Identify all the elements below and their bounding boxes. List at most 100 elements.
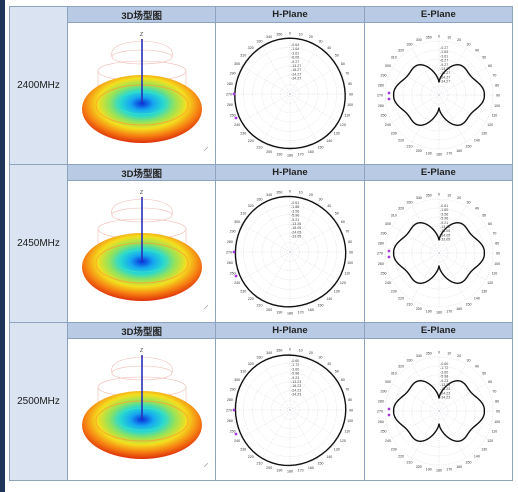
angle-label: 20 [457,354,461,358]
angle-label: 0 [438,351,440,355]
angle-label: 260 [227,261,233,265]
angle-label: 70 [346,230,350,234]
db-ring-label: -18.05 [440,229,450,233]
angle-label: 20 [309,193,313,197]
db-ring-label: -24.23 [440,391,450,395]
radiation-lobe [82,233,202,301]
polar-grid [384,40,493,150]
angle-label: 300 [385,222,391,226]
angle-label: 240 [234,123,240,127]
angle-label: 310 [241,53,247,57]
db-ring-label: -1.72 [291,363,299,367]
angle-label: 210 [406,461,412,465]
angle-label: 200 [266,466,272,470]
cell-e-plane: 0 10 20 30 40 50 60 70 80 90 100 110 120 130 140 150 160… [363,180,514,323]
header-e-plane: E-Plane [363,6,514,23]
marker-dot [387,249,391,253]
z-axis-label: Z [140,32,143,38]
cell-3d-pattern: Z [66,22,217,165]
angle-label: 320 [398,206,404,210]
db-ring-label: -0.61 [291,201,299,205]
angle-label: 220 [398,455,404,459]
angle-label: 180 [287,470,293,474]
angle-label: 290 [230,230,236,234]
angle-label: 60 [488,222,492,226]
angle-label: 350 [277,190,283,194]
angle-label: 80 [348,398,352,402]
db-ring-label: -13.26 [440,225,450,229]
db-ring-label: -9.23 [291,376,299,380]
db-ring-label: -6.05 [291,56,299,60]
angle-label: 140 [327,455,333,459]
db-ring-label: -18.27 [291,68,301,72]
angle-label: 60 [341,378,345,382]
angle-label: 110 [491,114,497,118]
angle-label: 90 [496,94,500,98]
header-3d-pattern: 3D场型图 [66,164,217,181]
angle-label: 220 [248,297,254,301]
angle-label: 110 [491,272,497,276]
angle-label: 20 [309,35,313,39]
angle-label: 280 [227,398,233,402]
angle-label: 80 [495,399,499,403]
angle-label: 30 [466,358,470,362]
angle-label: 190 [277,469,283,473]
angle-label: 160 [308,466,314,470]
angle-label: 290 [380,389,386,393]
db-ring-label: -6.27 [440,59,448,63]
angle-label: 330 [406,200,412,204]
db-ring-label: -5.98 [291,372,299,376]
angle-label: 230 [241,448,247,452]
angle-label: 10 [447,35,451,39]
angle-label: 300 [385,380,391,384]
cell-e-plane: 0 10 20 30 40 50 60 70 80 90 100 110 120 130 140 150 160… [363,338,514,481]
angle-label: 50 [482,214,486,218]
angle-label: 330 [257,40,263,44]
angle-label: 120 [487,123,493,127]
db-ring-label: -34.27 [291,77,301,81]
angle-label: 170 [446,152,452,156]
marker-dot [234,116,238,120]
angle-label: 180 [436,153,442,157]
angle-label: 60 [488,380,492,384]
angle-label: 120 [487,281,493,285]
db-ring-label: -33.05 [440,238,450,242]
db-ring-label: -9.21 [291,218,299,222]
angle-label: 70 [492,231,496,235]
angle-label: 230 [390,447,396,451]
header-row: 2450MHz 3D场型图 H-Plane E-Plane [9,164,514,323]
marker-dot [232,250,236,254]
angle-label: 30 [319,40,323,44]
angle-label: 340 [266,351,272,355]
angle-label: 290 [230,72,236,76]
marker-dot [387,407,391,411]
db-ring-label: -18.27 [440,71,450,75]
angle-label: 180 [287,154,293,158]
marker-dot [234,274,238,278]
z-axis-label: Z [140,190,143,196]
db-ring-label: -0.64 [291,43,299,47]
angle-label: 160 [456,307,462,311]
angle-label: 0 [438,193,440,197]
angle-label: 50 [482,372,486,376]
angle-label: 200 [266,150,272,154]
marker-dot [387,91,391,95]
db-ring-label: -24.05 [291,230,301,234]
angle-label: 150 [465,303,471,307]
angle-label: 10 [447,351,451,355]
angle-label: 80 [348,240,352,244]
angle-label: 170 [446,468,452,472]
plot-row: Z 0 10 20 30 40 50 60 70 80 90 100 110 120 130 140 150 16… [10,22,514,165]
cell-h-plane: 0 10 20 30 40 50 60 70 80 90 100 110 120 130 140 150 160… [215,338,365,481]
angle-label: 240 [234,439,240,443]
angle-label: 310 [241,369,247,373]
angle-label: 210 [257,461,263,465]
db-ring-label: -13.26 [291,222,301,226]
db-ring-label: -34.27 [440,80,450,84]
angle-label: 60 [341,220,345,224]
corner-mark-icon [203,146,209,152]
db-ring-label: -24.27 [440,75,450,79]
marker-dot [232,408,236,412]
